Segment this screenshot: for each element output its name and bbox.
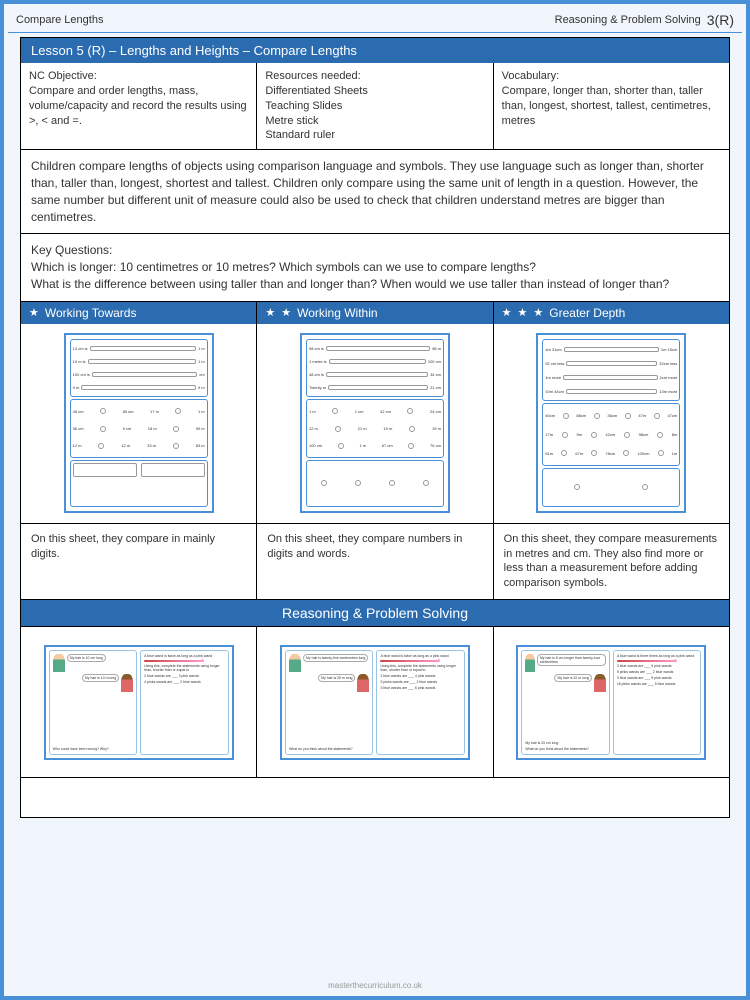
resources-body: Differentiated Sheets Teaching Slides Me… <box>265 84 484 143</box>
kq-title: Key Questions: <box>31 242 719 259</box>
lesson-banner: Lesson 5 (R) – Lengths and Heights – Com… <box>21 38 729 63</box>
star-icon: ★ <box>281 306 291 319</box>
page-header: Compare Lengths Reasoning & Problem Solv… <box>8 8 742 33</box>
wt-desc: On this sheet, they compare in mainly di… <box>21 524 256 596</box>
levels-row: ★ Working Towards 13 cm is1 m10 m is1 m1… <box>21 302 729 599</box>
rps-cell-2: My hair is twenty-five centimetres longM… <box>257 627 493 777</box>
star-icon: ★ <box>518 306 528 319</box>
header-left: Compare Lengths <box>16 14 103 26</box>
worksheet-thumb-gd: 4m 31cm1m 15cm52 cm less32cm less1m more… <box>536 333 686 513</box>
info-row: NC Objective: Compare and order lengths,… <box>21 63 729 150</box>
star-icon: ★ <box>533 306 543 319</box>
content-frame: Lesson 5 (R) – Lengths and Heights – Com… <box>20 37 730 818</box>
wt-header: ★ Working Towards <box>21 302 256 324</box>
rps-thumb-3: My hair is 8 cm longer than twenty-four … <box>516 645 706 760</box>
col-greater-depth: ★ ★ ★ Greater Depth 4m 31cm1m 15cm52 cm … <box>494 302 729 599</box>
objective-body: Compare and order lengths, mass, volume/… <box>29 84 248 129</box>
ww-desc: On this sheet, they compare numbers in d… <box>257 524 492 596</box>
objective-title: NC Objective: <box>29 69 248 84</box>
header-subject: Reasoning & Problem Solving <box>555 14 701 26</box>
gd-thumb-area: 4m 31cm1m 15cm52 cm less32cm less1m more… <box>494 324 729 524</box>
ww-thumb-area: 98 cm is98 m1 metre is100 cm48 cm is34 c… <box>257 324 492 524</box>
col-working-within: ★ ★ Working Within 98 cm is98 m1 metre i… <box>257 302 493 599</box>
gd-header: ★ ★ ★ Greater Depth <box>494 302 729 324</box>
rps-thumb-1: My hair is 10 cm longMy hair is 10 m lon… <box>44 645 234 760</box>
grade-badge: 3(R) <box>707 12 734 28</box>
star-icon: ★ <box>502 306 512 319</box>
rps-banner: Reasoning & Problem Solving <box>21 599 729 627</box>
star-icon: ★ <box>29 306 39 319</box>
rps-cell-3: My hair is 8 cm longer than twenty-four … <box>494 627 729 777</box>
resources-title: Resources needed: <box>265 69 484 84</box>
blank-row <box>21 777 729 817</box>
rps-thumb-2: My hair is twenty-five centimetres longM… <box>280 645 470 760</box>
resources-cell: Resources needed: Differentiated Sheets … <box>257 63 493 149</box>
kq-body: Which is longer: 10 centimetres or 10 me… <box>31 259 719 293</box>
worksheet-thumb-wt: 13 cm is1 m10 m is1 m100 cm iscm9 m9 m 4… <box>64 333 214 513</box>
ww-header: ★ ★ Working Within <box>257 302 492 324</box>
gd-label: Greater Depth <box>549 306 625 320</box>
vocab-cell: Vocabulary: Compare, longer than, shorte… <box>494 63 729 149</box>
col-working-towards: ★ Working Towards 13 cm is1 m10 m is1 m1… <box>21 302 257 599</box>
rps-row: My hair is 10 cm longMy hair is 10 m lon… <box>21 627 729 777</box>
vocab-body: Compare, longer than, shorter than, tall… <box>502 84 721 129</box>
footer: masterthecurriculum.co.uk <box>4 981 746 990</box>
gd-desc: On this sheet, they compare measurements… <box>494 524 729 599</box>
header-right: Reasoning & Problem Solving 3(R) <box>555 12 734 28</box>
vocab-title: Vocabulary: <box>502 69 721 84</box>
ww-label: Working Within <box>297 306 377 320</box>
worksheet-thumb-ww: 98 cm is98 m1 metre is100 cm48 cm is34 c… <box>300 333 450 513</box>
overview-text: Children compare lengths of objects usin… <box>21 150 729 234</box>
wt-thumb-area: 13 cm is1 m10 m is1 m100 cm iscm9 m9 m 4… <box>21 324 256 524</box>
star-icon: ★ <box>265 306 275 319</box>
rps-cell-1: My hair is 10 cm longMy hair is 10 m lon… <box>21 627 257 777</box>
page: Compare Lengths Reasoning & Problem Solv… <box>0 0 750 1000</box>
key-questions: Key Questions: Which is longer: 10 centi… <box>21 234 729 301</box>
objective-cell: NC Objective: Compare and order lengths,… <box>21 63 257 149</box>
wt-label: Working Towards <box>45 306 137 320</box>
